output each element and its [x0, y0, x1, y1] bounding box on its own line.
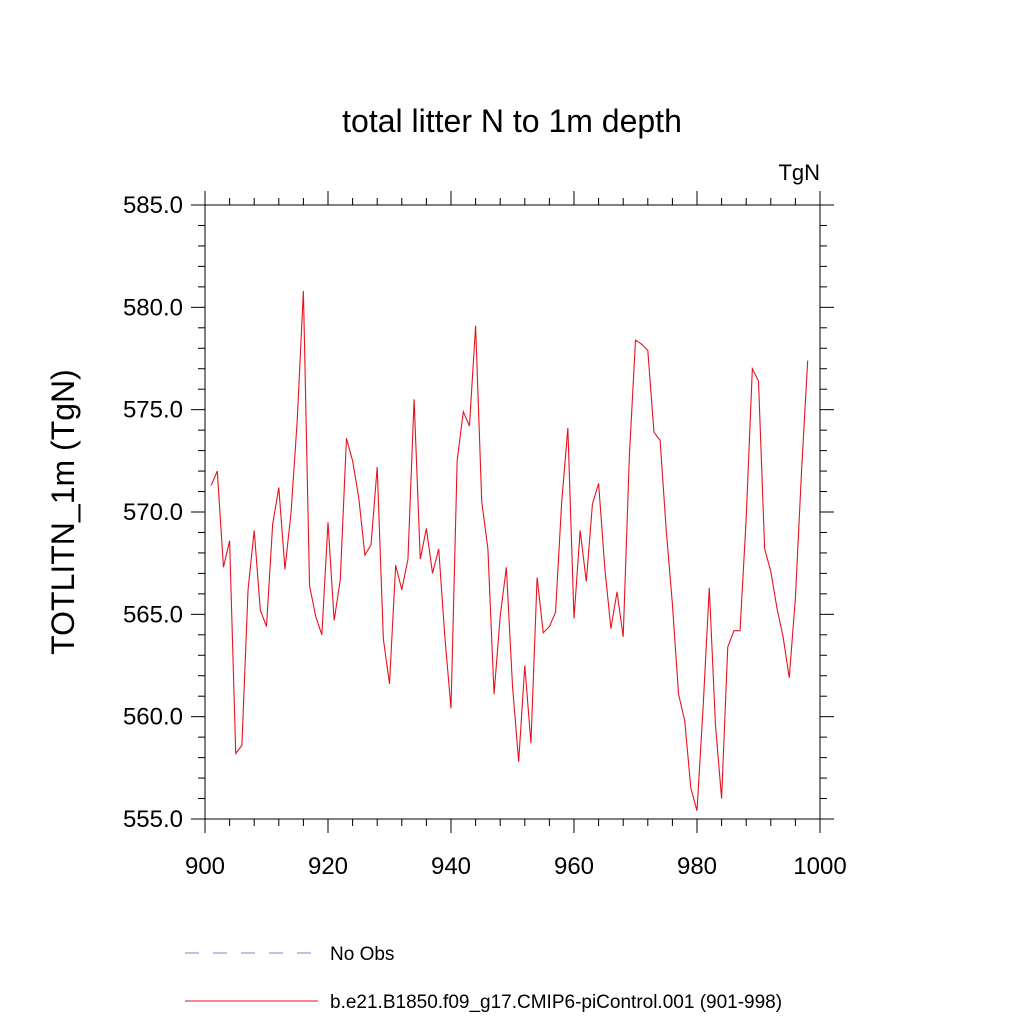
series-layer [210, 290, 809, 811]
y-tick-label: 580.0 [123, 294, 183, 321]
x-tick-label: 940 [431, 853, 471, 880]
x-tick-label: 960 [554, 853, 594, 880]
legend-control-label: b.e21.B1850.f09_g17.CMIP6-piControl.001 … [330, 992, 782, 1013]
plot-frame [204, 204, 821, 820]
legend-no-obs-label: No Obs [330, 944, 394, 965]
y-tick-label: 575.0 [123, 397, 183, 424]
axes: 900 920 940 960 980 1000 555.0 560.0 565.0 570.0 5… [123, 191, 847, 880]
y-tick-label: 570.0 [123, 499, 183, 526]
legend: No Obs b.e21.B1850.f09_g17.CMIP6-piContr… [185, 944, 782, 1013]
chart-title: total litter N to 1m depth [342, 103, 682, 139]
x-tick-label: 980 [677, 853, 717, 880]
y-tick-label: 565.0 [123, 601, 183, 628]
series-line-0 [210, 290, 809, 811]
y-tick-label: 555.0 [123, 806, 183, 833]
y-tick-label: 560.0 [123, 704, 183, 731]
x-tick-label: 900 [185, 853, 225, 880]
y-tick-label: 585.0 [123, 192, 183, 219]
y-axis-label: TOTLITN_1m (TgN) [45, 369, 81, 655]
units-label: TgN [778, 160, 820, 185]
x-tick-label: 1000 [793, 853, 846, 880]
x-tick-label: 920 [308, 853, 348, 880]
